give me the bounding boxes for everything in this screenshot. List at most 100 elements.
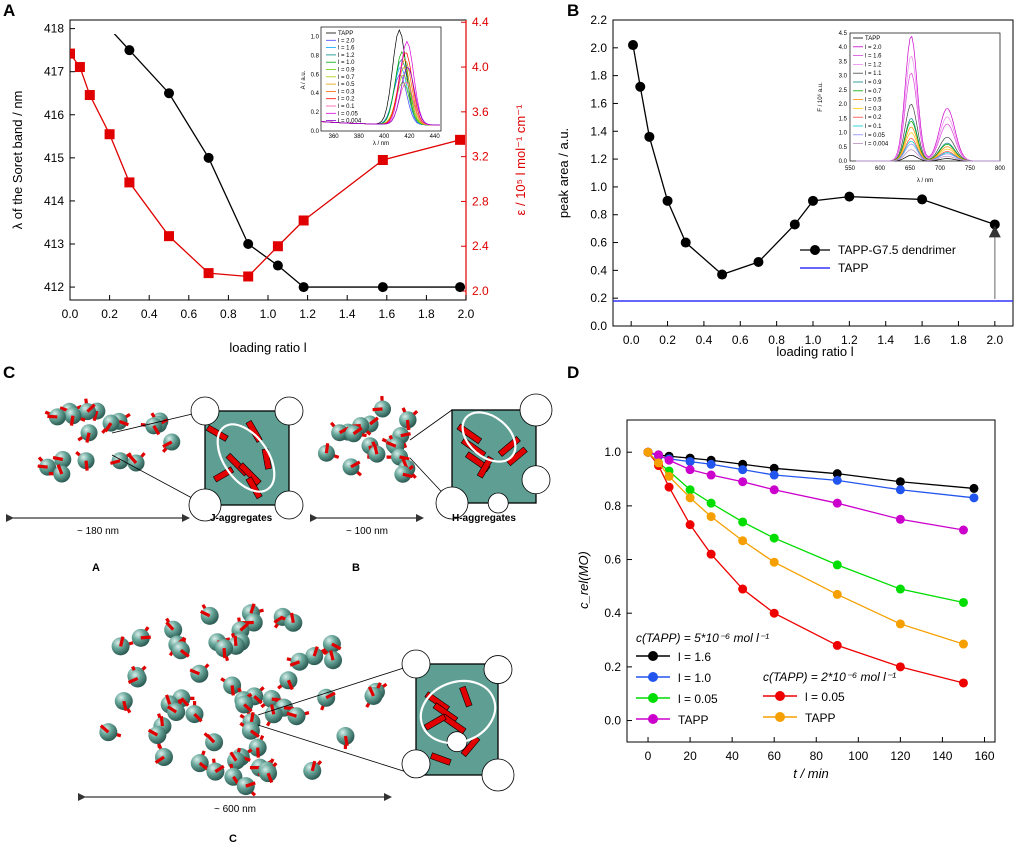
chart-d-point [738,465,748,475]
chart-b-ytick-label: 0.8 [590,208,607,222]
chart-a-inset-xlabel: λ / nm [373,141,389,147]
chart-d-legend-marker [648,693,658,703]
porphyrin-rod [233,635,238,646]
chart-a-inset-legend-label: l = 0.004 [338,119,362,125]
chart-b-ytick-label: 0.6 [590,236,607,250]
chart-a-inset-xtick-label: 380 [354,134,365,140]
chart-b-inset-xtick-label: 550 [845,166,856,172]
chart-b-inset-xtick-label: 600 [875,166,886,172]
scale-label-b: ~ 100 nm [346,526,388,537]
chart-b-inset-legend-label: l = 0.3 [865,106,882,112]
panel-letter-d: D [567,363,579,382]
chart-d-point [895,584,905,594]
chart-d-point [706,470,716,480]
chart-d-point [664,482,674,492]
porphyrin-rod [312,646,319,657]
chart-b-inset-xlabel: λ / nm [917,178,933,184]
chart-a-point [377,282,388,293]
chart-b-inset-ytick-label: 1.0 [839,131,848,137]
chart-d-point [654,458,664,468]
chart-d-ytick-label: 0.4 [604,606,621,620]
zoom-gap [188,488,222,522]
chart-b: 0.0 0.2 0.4 0.6 0.8 1.0 1.2 1.4 1.6 1.8 2.0 0.0 0.2… [556,13,1014,359]
porphyrin-rod [399,455,410,461]
porphyrin-rod [253,695,263,705]
porphyrin-rod [372,407,383,412]
chart-a-inset-ytick-label: 0.2 [311,110,320,116]
porphyrin-rod [128,454,138,465]
chart-d-legend-label: l = 1.0 [678,671,711,685]
chart-a-xtick-label: 1.8 [418,307,435,321]
chart-a-xtick-label: 1.4 [339,307,356,321]
chart-a-xtick-label: 1.2 [299,307,316,321]
zoom-rod [238,462,262,486]
porphyrin-rod [104,422,113,433]
chart-b-inset-ytick-label: 1.5 [839,116,848,122]
chart-a-inset-ylabel: A / a.u. [301,70,307,89]
chart-d-series-line-5 [647,451,964,645]
chart-a-series-line-0 [113,34,461,288]
porphyrin-rod [289,660,301,667]
porphyrin-rod [206,733,216,744]
chart-d-xtick-label: 40 [725,749,739,763]
porphyrin-rod [369,416,379,426]
zoom-gap [521,465,551,495]
chart-a-point [74,62,85,73]
chart-b-inset: TAPP l = 2.0 l = 1.6 l = 1.2 l = 1.1 l = 0.9 l… [817,31,1006,184]
chart-d-point [832,475,842,485]
chart-b-inset-ytick-label: 0.5 [839,145,848,151]
chart-a-inset-ytick-label: 1.0 [311,34,320,40]
chart-d-ytick-label: 0.2 [604,660,621,674]
chart-b-point [635,81,646,92]
chart-a-point [85,24,95,34]
porphyrin-rod [324,443,330,454]
chart-d-legend-label: l = 1.6 [678,650,711,664]
zoom-gap [401,649,431,679]
chart-b-xtick-label: 1.8 [950,333,967,347]
zoom-gap [274,396,304,426]
chart-d-point [769,608,779,618]
chart-d-point [832,560,842,570]
zoom-gap [483,655,513,684]
chart-b-inset-xtick-label: 750 [965,166,976,172]
chart-d-legend-marker [648,651,658,661]
chart-d-legend-marker [648,714,658,724]
chart-b-inset-legend-label: l = 1.2 [865,62,882,68]
chart-a-inset-legend-label: l = 2.0 [338,38,355,44]
panel-letter-a: A [3,1,15,20]
chart-b-xtick-label: 2.0 [986,333,1003,347]
chart-a-point [164,231,174,242]
porphyrin-rod [52,455,64,462]
porphyrin-rod [270,704,276,715]
chart-d-ytick-label: 0.6 [604,553,621,567]
chart-a-xtick-label: 0.6 [180,307,197,321]
porphyrin-rod [56,464,64,475]
chart-b-point [628,40,638,51]
porphyrin-rod [86,403,96,413]
chart-d-point [654,450,664,460]
chart-b-inset-legend-label: l = 0.2 [865,115,882,121]
chart-d-point [706,498,716,508]
zoom-gap [401,749,431,779]
chart-a-ytick-label: 412 [44,280,64,294]
chart-a-inset-ytick-label: 0.0 [311,129,320,135]
chart-a-point [105,24,115,34]
zoom-gap [274,490,304,520]
porphyrin-rod [119,636,125,647]
chart-a-xtick-label: 0.4 [141,307,158,321]
chart-d-xtick-label: 160 [974,749,994,763]
porphyrin-rod [343,735,349,747]
chart-d-point [738,477,748,487]
chart-d-point [969,493,979,503]
chart-d-point [664,455,674,465]
chart-d-legend-group-1: c(TAPP) = 5*10⁻⁶ mol l⁻¹ [636,631,769,645]
chart-d-point [706,459,716,469]
chart-b-legend: TAPP-G7.5 dendrimer TAPP [800,243,956,275]
dendrimer-sphere [244,613,263,632]
porphyrin-rod [193,712,203,723]
porphyrin-rod [229,751,238,762]
zoom-rod [261,448,272,470]
chart-a-inset-curve [320,66,440,126]
